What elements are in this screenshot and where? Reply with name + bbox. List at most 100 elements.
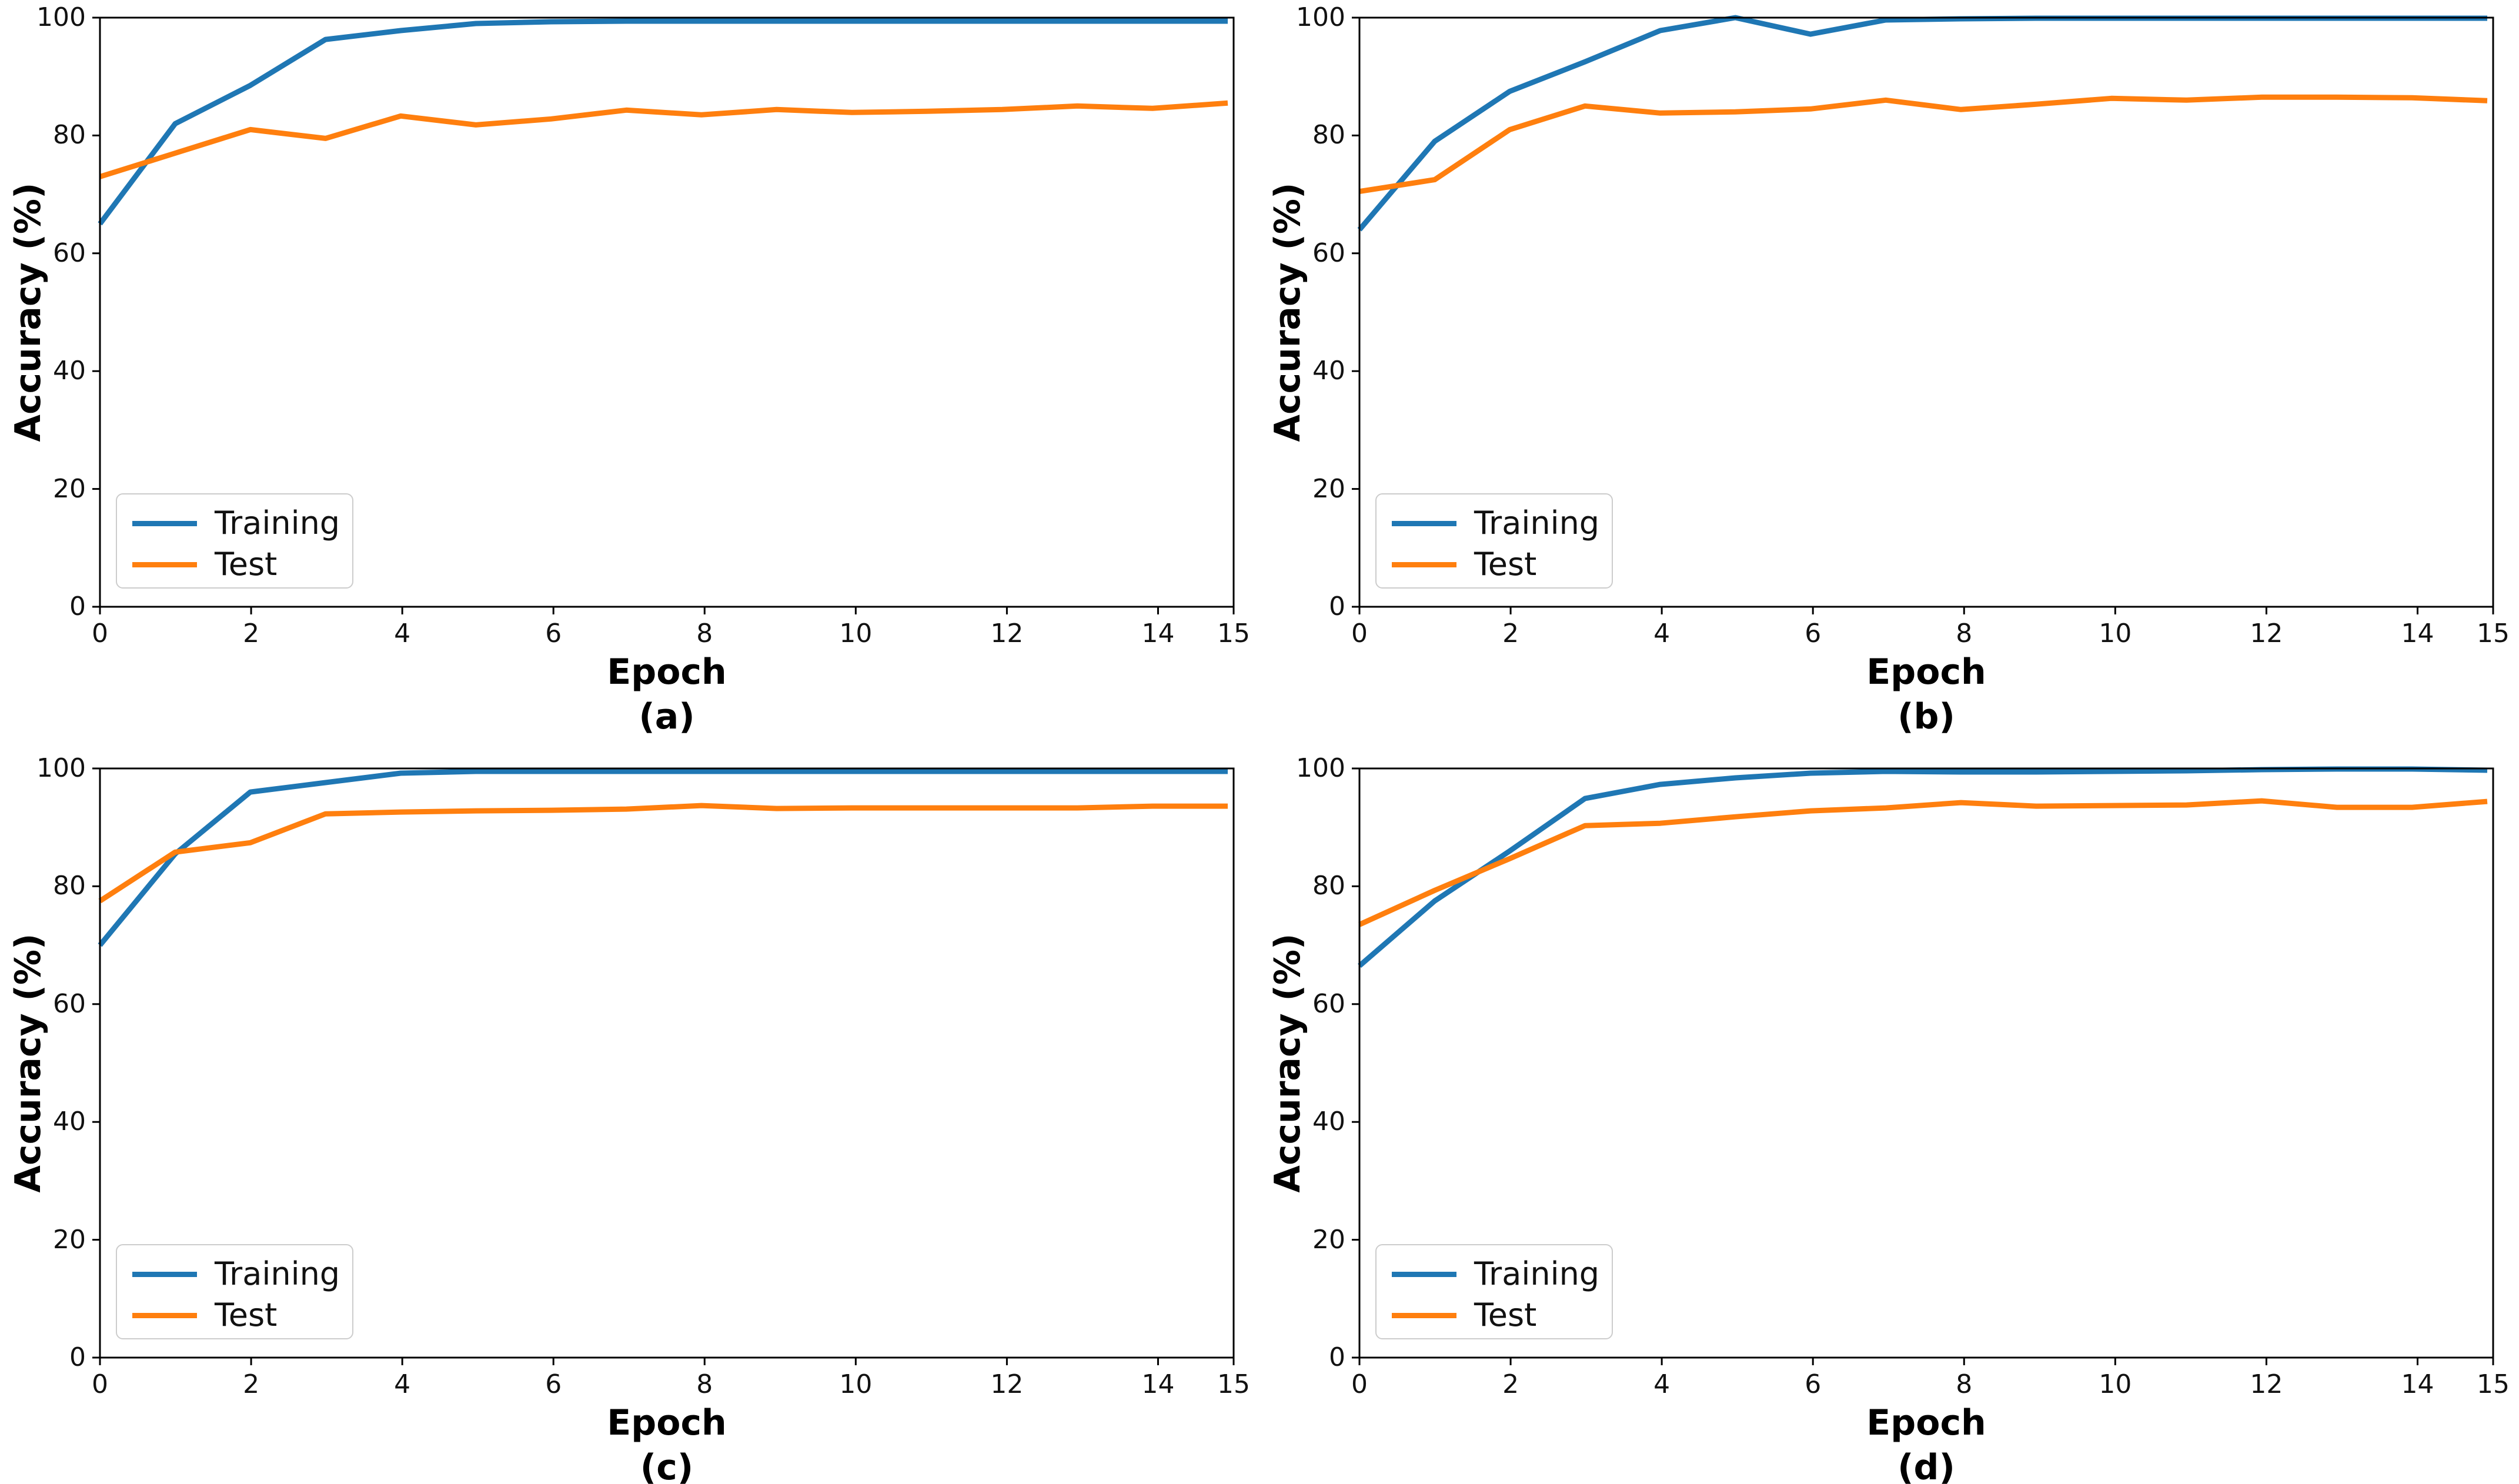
y-tick-label: 40 [53, 1107, 86, 1137]
y-axis-label: Accuracy (%) [8, 933, 49, 1193]
x-tick-label: 0 [1351, 619, 1368, 649]
training-line-swatch [1392, 1271, 1456, 1277]
x-tick-label: 10 [2099, 619, 2132, 649]
y-tick-label: 0 [1329, 591, 1345, 621]
series-line-training [98, 18, 1228, 226]
legend-entry-test: Test [1377, 1299, 1536, 1331]
legend-label: Test [215, 546, 278, 583]
x-tick-label: 8 [696, 619, 713, 649]
x-tick-label: 2 [1502, 619, 1519, 649]
x-tick-label: 4 [394, 619, 411, 649]
x-tick-label: 15 [2477, 619, 2510, 649]
y-tick-label: 20 [1312, 1224, 1345, 1255]
legend-label: Training [215, 504, 340, 542]
legend: Training Test [116, 1244, 353, 1339]
series-line-training [98, 768, 1228, 947]
panel-caption: (d) [1897, 1447, 1955, 1484]
legend-label: Training [215, 1255, 340, 1292]
legend-entry-training: Training [1377, 1258, 1599, 1290]
y-tick-label: 20 [1312, 473, 1345, 504]
x-tick-label: 6 [545, 619, 562, 649]
x-tick-label: 14 [2401, 619, 2434, 649]
x-tick-label: 14 [2401, 1369, 2434, 1399]
x-tick-label: 4 [1653, 1369, 1671, 1399]
y-tick-label: 80 [1312, 120, 1345, 151]
x-tick-label: 10 [839, 1369, 873, 1399]
y-tick-label: 80 [53, 871, 86, 901]
legend: Training Test [1375, 493, 1613, 589]
y-tick-label: 100 [1296, 2, 1345, 32]
legend-entry-training: Training [117, 1258, 340, 1290]
x-tick-label: 8 [1956, 1369, 1973, 1399]
y-axis-label: Accuracy (%) [1267, 182, 1308, 442]
legend-label: Training [1474, 1255, 1600, 1292]
y-axis-label: Accuracy (%) [1267, 933, 1308, 1193]
legend-label: Test [215, 1296, 278, 1333]
x-tick-label: 12 [2250, 619, 2283, 649]
x-axis-label: Epoch [1866, 651, 1986, 693]
y-tick-label: 60 [53, 988, 86, 1019]
x-tick-label: 8 [696, 1369, 713, 1399]
legend-entry-training: Training [117, 507, 340, 539]
test-line-swatch [132, 1312, 197, 1318]
y-tick-label: 20 [53, 1224, 86, 1255]
panel-d: Accuracy (%) Epoch (d) Training Test 0 2 4… [1260, 742, 2519, 1484]
y-axis-label: Accuracy (%) [8, 182, 49, 442]
x-tick-label: 6 [1805, 619, 1822, 649]
y-tick-label: 0 [1329, 1342, 1345, 1372]
legend: Training Test [116, 493, 353, 589]
training-line-swatch [132, 1271, 197, 1277]
plot-area-a [92, 16, 1235, 614]
x-tick-label: 2 [243, 1369, 260, 1399]
x-tick-label: 6 [1805, 1369, 1822, 1399]
x-tick-label: 10 [839, 619, 873, 649]
plot-frame [1358, 16, 2494, 608]
legend-label: Test [1474, 546, 1537, 583]
y-tick-label: 100 [1296, 753, 1345, 783]
x-tick-label: 15 [2477, 1369, 2510, 1399]
plot-area-b [1352, 15, 2494, 614]
plot-frame [99, 16, 1235, 608]
y-tick-label: 60 [1312, 238, 1345, 268]
y-tick-label: 60 [53, 238, 86, 268]
x-tick-label: 8 [1956, 619, 1973, 649]
y-tick-label: 20 [53, 473, 86, 504]
y-tick-label: 80 [1312, 871, 1345, 901]
legend-label: Test [1474, 1296, 1537, 1333]
test-line-swatch [132, 561, 197, 567]
plot-area-c [92, 767, 1235, 1365]
x-tick-label: 14 [1141, 619, 1175, 649]
y-tick-label: 0 [69, 591, 86, 621]
test-line-swatch [1392, 1312, 1456, 1318]
plot-frame [1358, 767, 2494, 1359]
x-tick-label: 10 [2099, 1369, 2132, 1399]
x-tick-label: 2 [1502, 1369, 1519, 1399]
x-tick-label: 14 [1141, 1369, 1175, 1399]
x-tick-label: 4 [394, 1369, 411, 1399]
training-line-swatch [1392, 520, 1456, 526]
y-tick-label: 40 [1312, 1107, 1345, 1137]
x-tick-label: 0 [1351, 1369, 1368, 1399]
panel-caption: (b) [1897, 696, 1955, 737]
series-line-test [98, 803, 1228, 904]
plot-area-d [1352, 766, 2494, 1365]
legend-label: Training [1474, 504, 1600, 542]
x-tick-label: 12 [2250, 1369, 2283, 1399]
x-tick-label: 15 [1217, 619, 1250, 649]
panel-caption: (a) [639, 696, 695, 737]
legend-entry-test: Test [117, 549, 277, 580]
series-line-training [1358, 766, 2488, 968]
x-axis-label: Epoch [1866, 1402, 1986, 1443]
panel-c: Accuracy (%) Epoch (c) Training Test 0 2 4… [0, 742, 1260, 1484]
y-tick-label: 80 [53, 120, 86, 151]
legend: Training Test [1375, 1244, 1613, 1339]
series-line-test [1358, 798, 2488, 927]
y-tick-label: 40 [53, 356, 86, 386]
y-tick-label: 100 [36, 2, 86, 32]
legend-entry-test: Test [117, 1299, 277, 1331]
series-line-test [1359, 94, 2488, 195]
x-tick-label: 15 [1217, 1369, 1250, 1399]
legend-entry-test: Test [1377, 549, 1536, 580]
x-tick-label: 4 [1653, 619, 1671, 649]
legend-entry-training: Training [1377, 507, 1599, 539]
